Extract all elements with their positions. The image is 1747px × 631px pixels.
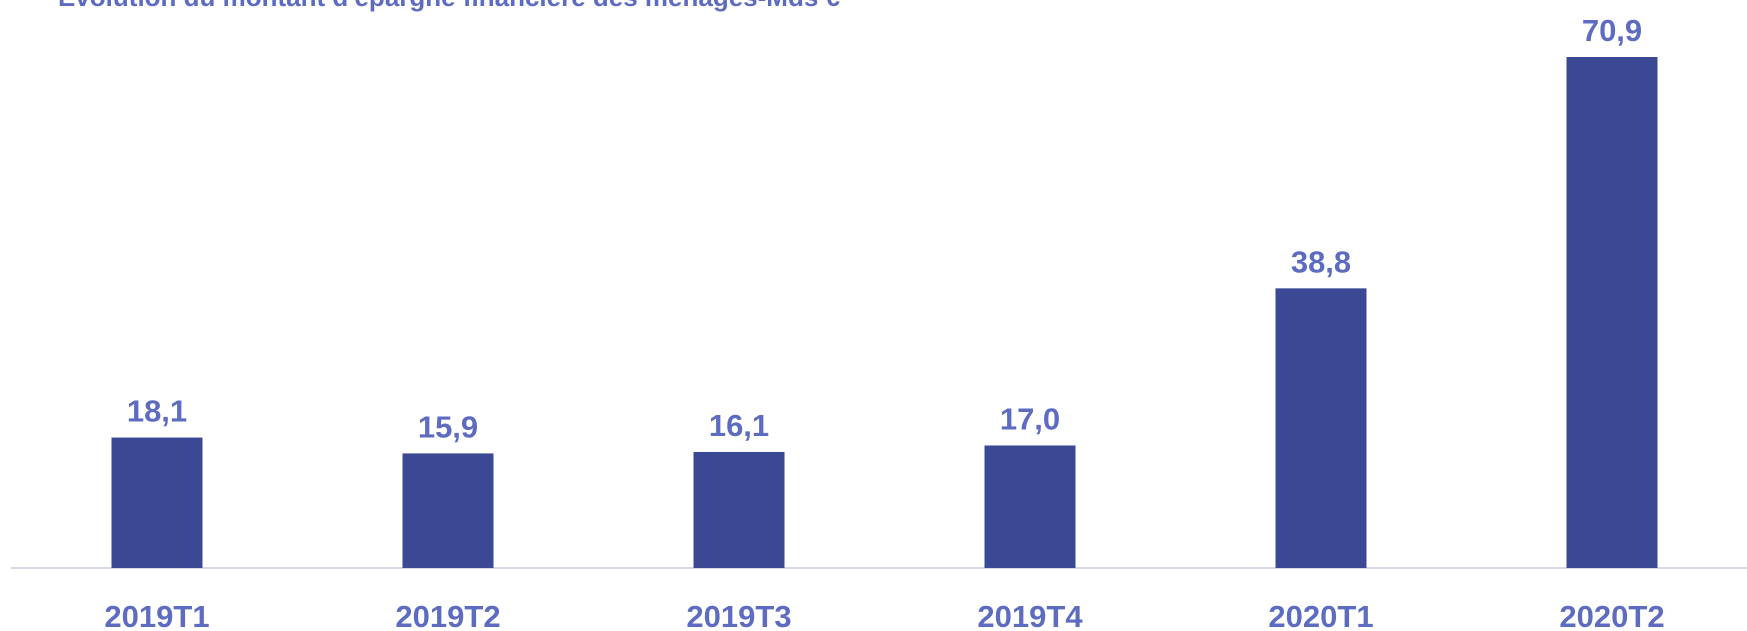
x-tick-label: 2020T2 (1559, 599, 1664, 631)
value-label: 16,1 (709, 408, 769, 443)
x-tick-label: 2019T3 (686, 599, 791, 631)
bar (984, 445, 1076, 568)
bar (402, 453, 494, 568)
value-label: 70,9 (1582, 13, 1642, 48)
bar (111, 437, 203, 568)
bar (1275, 288, 1367, 568)
x-tick-label: 2020T1 (1268, 599, 1373, 631)
value-label: 17,0 (1000, 401, 1060, 436)
x-tick-label: 2019T4 (977, 599, 1083, 631)
chart-title: Evolution du montant d'épargne financièr… (58, 0, 840, 12)
x-tick-label: 2019T1 (104, 599, 209, 631)
value-label: 15,9 (418, 409, 478, 444)
bar (1566, 57, 1658, 568)
bar (693, 451, 785, 568)
value-label: 18,1 (127, 394, 187, 429)
x-tick-label: 2019T2 (395, 599, 500, 631)
value-label: 38,8 (1291, 244, 1351, 279)
